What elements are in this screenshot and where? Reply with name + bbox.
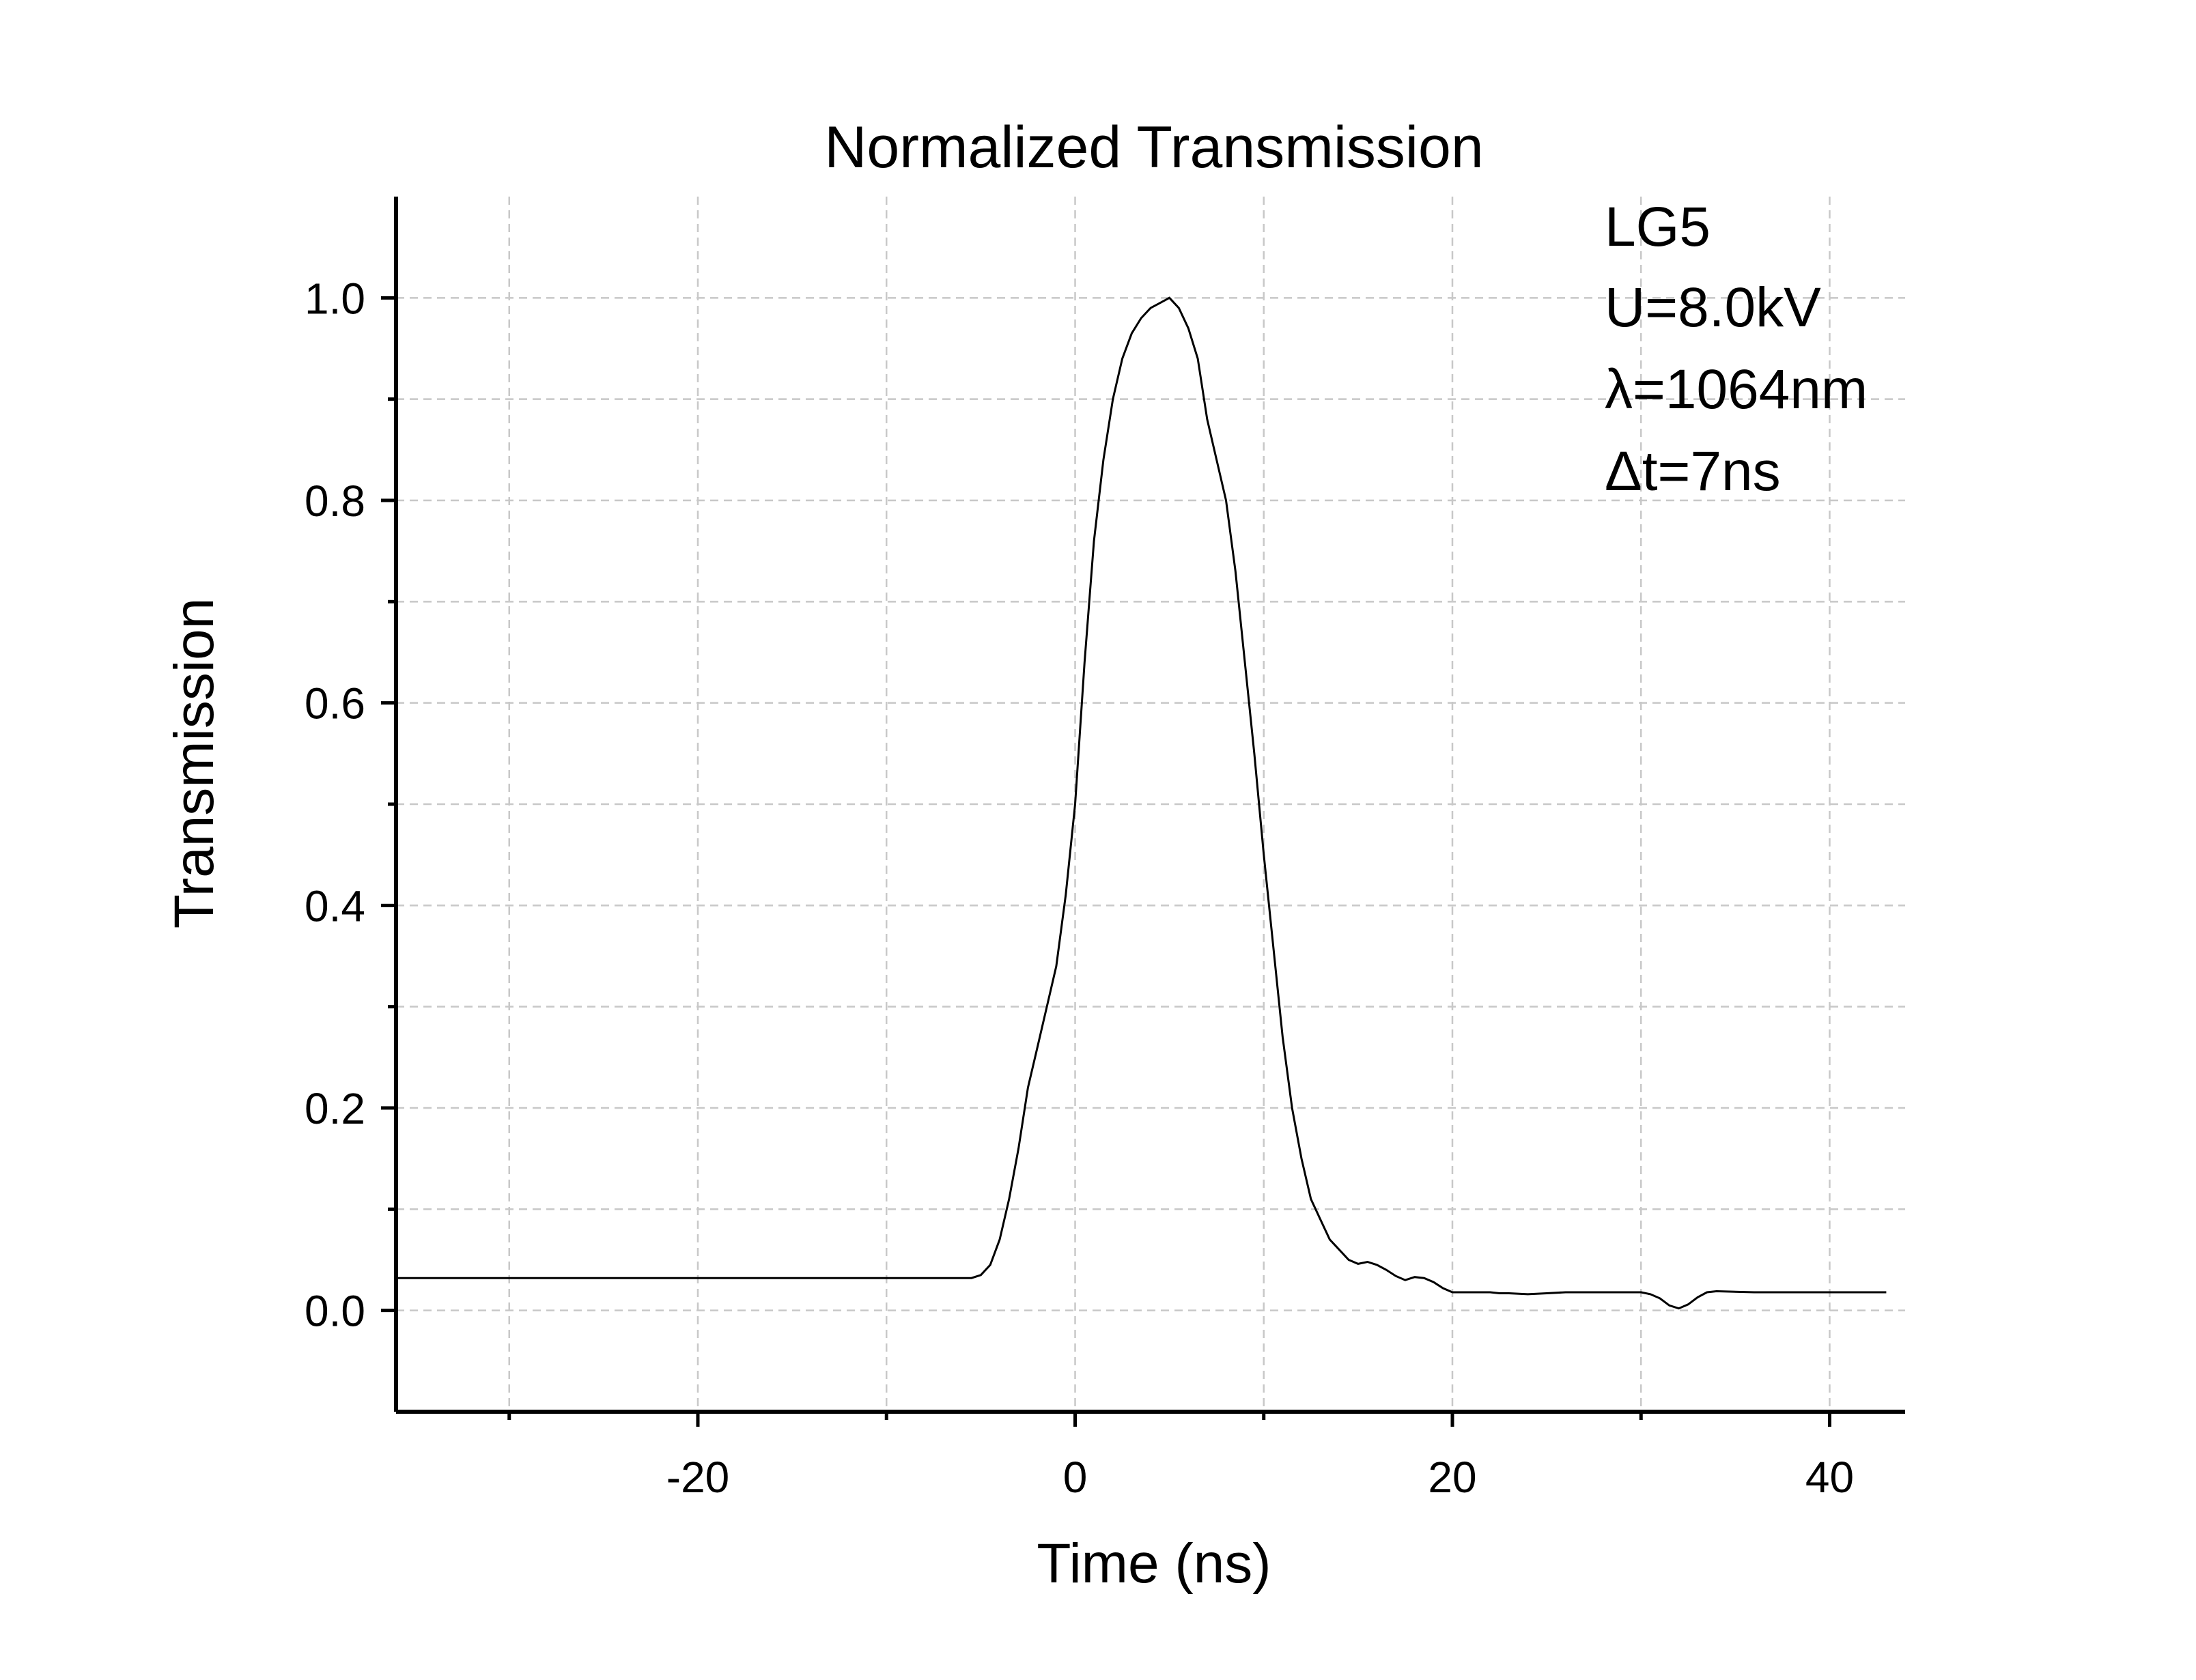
x-tick-label: -20	[666, 1453, 730, 1502]
x-tick-label: 0	[1063, 1453, 1088, 1502]
series-layer	[396, 296, 1887, 1310]
ticks-layer: -20 0 20 40 0.0 0.2 0.4 0.6 0.8 1.0	[305, 274, 1854, 1502]
y-tick-label: 1.0	[305, 274, 365, 323]
annotation-sample: LG5	[1605, 196, 1711, 258]
chart-title: Normalized Transmission	[824, 115, 1483, 180]
x-axis-label: Time (ns)	[1037, 1533, 1271, 1595]
x-tick-label: 40	[1805, 1453, 1854, 1502]
transmission-curve	[396, 296, 1887, 1310]
grid-layer	[396, 197, 1905, 1412]
y-axis-label: Transmission	[163, 598, 225, 929]
y-tick-label: 0.6	[305, 679, 365, 728]
annotation-pulse-width: Δt=7ns	[1605, 440, 1781, 502]
annotation-wavelength: λ=1064nm	[1605, 358, 1868, 421]
annotation-voltage: U=8.0kV	[1605, 276, 1821, 339]
y-tick-label: 0.8	[305, 476, 365, 526]
x-tick-label: 20	[1428, 1453, 1476, 1502]
y-tick-label: 0.0	[305, 1287, 365, 1336]
y-tick-label: 0.2	[305, 1084, 365, 1133]
y-tick-label: 0.4	[305, 881, 365, 930]
